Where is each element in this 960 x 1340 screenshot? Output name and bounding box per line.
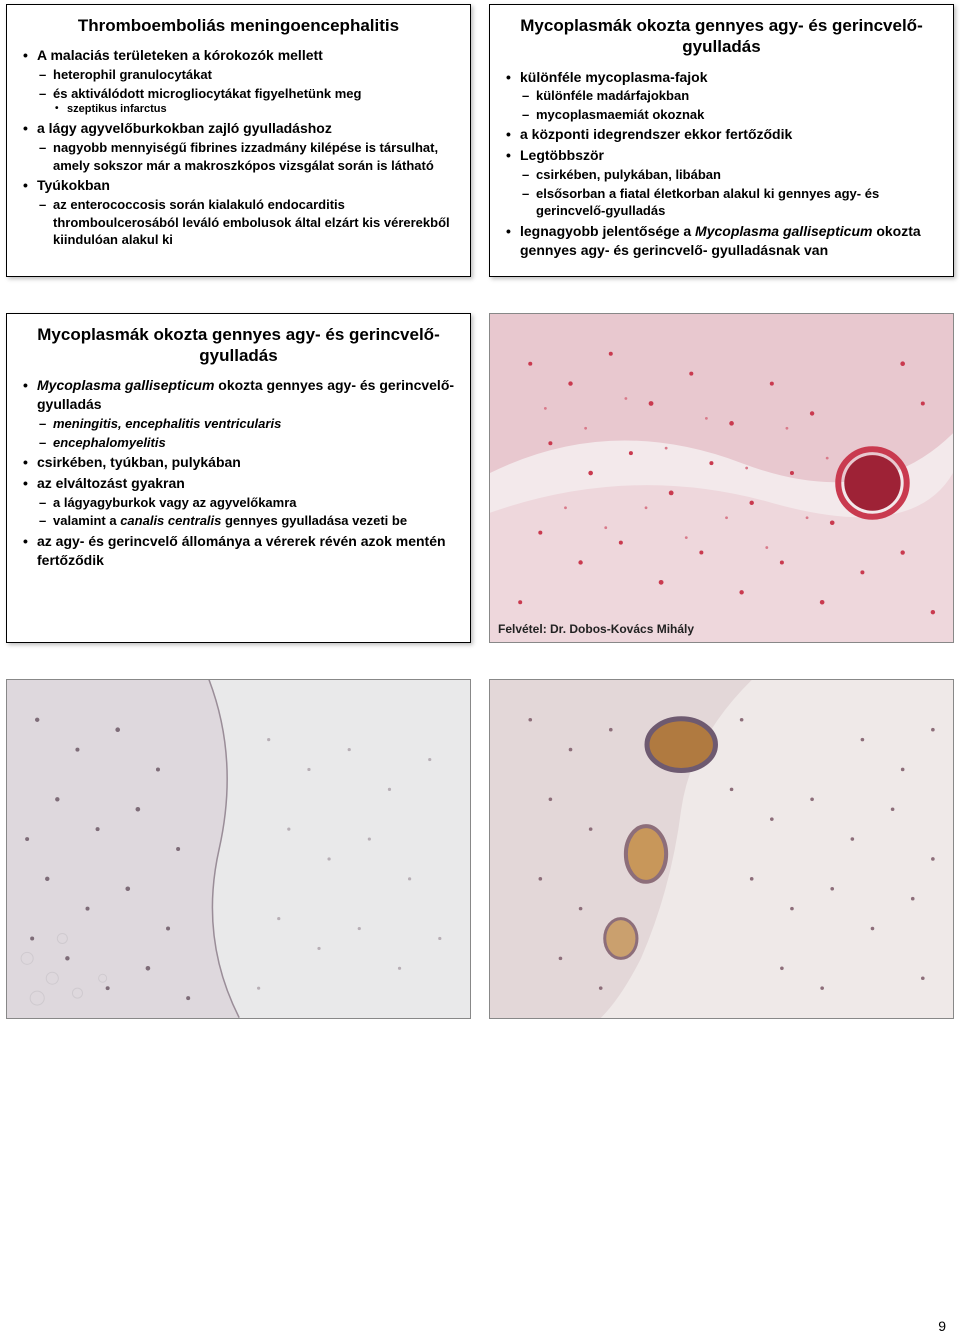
list-item: és aktiválódott microgliocytákat figyelh… bbox=[37, 85, 456, 117]
list-item: a lágyagyburkok vagy az agyvelőkamra bbox=[37, 494, 456, 512]
list-item: az elváltozást gyakrana lágyagyburkok va… bbox=[21, 474, 456, 530]
histology-image-2 bbox=[6, 679, 471, 1019]
list-item: a központi idegrendszer ekkor fertőződik bbox=[504, 125, 939, 144]
histology-image-3 bbox=[489, 679, 954, 1019]
card-mycoplasma-detail: Mycoplasmák okozta gennyes agy- és gerin… bbox=[6, 313, 471, 643]
list-item: Mycoplasma gallisepticum okozta gennyes … bbox=[21, 376, 456, 451]
histology-svg bbox=[490, 314, 953, 642]
list-item: különféle mycoplasma-fajokkülönféle madá… bbox=[504, 68, 939, 124]
list-item: az agy- és gerincvelő állománya a vérere… bbox=[21, 532, 456, 570]
list-item: Legtöbbszörcsirkében, pulykában, libában… bbox=[504, 146, 939, 220]
list-item: szeptikus infarctus bbox=[53, 102, 456, 117]
sub-list: szeptikus infarctus bbox=[53, 102, 456, 117]
histology-svg bbox=[490, 680, 953, 1018]
sub-list: meningitis, encephalitis ventricularisen… bbox=[37, 415, 456, 451]
list-item: az enterococcosis során kialakuló endoca… bbox=[37, 196, 456, 249]
card-title: Mycoplasmák okozta gennyes agy- és gerin… bbox=[504, 15, 939, 58]
card-thromboembolias: Thromboemboliás meningoencephalitis A ma… bbox=[6, 4, 471, 277]
list-item: A malaciás területeken a kórokozók melle… bbox=[21, 46, 456, 117]
list-item: heterophil granulocytákat bbox=[37, 66, 456, 84]
page-number: 9 bbox=[938, 1318, 946, 1334]
list-item: csirkében, tyúkban, pulykában bbox=[21, 453, 456, 472]
list-item: valamint a canalis centralis gennyes gyu… bbox=[37, 512, 456, 530]
card-list: A malaciás területeken a kórokozók melle… bbox=[21, 46, 456, 248]
sub-list: heterophil granulocytákatés aktiválódott… bbox=[37, 66, 456, 117]
list-item: Tyúkokbanaz enterococcosis során kialaku… bbox=[21, 176, 456, 249]
card-list: különféle mycoplasma-fajokkülönféle madá… bbox=[504, 68, 939, 260]
list-item: a lágy agyvelőburkokban zajló gyulladásh… bbox=[21, 119, 456, 174]
image-caption: Felvétel: Dr. Dobos-Kovács Mihály bbox=[498, 622, 694, 636]
list-item: encephalomyelitis bbox=[37, 434, 456, 452]
sub-list: az enterococcosis során kialakuló endoca… bbox=[37, 196, 456, 249]
list-item: nagyobb mennyiségű fibrines izzadmány ki… bbox=[37, 139, 456, 174]
list-item: mycoplasmaemiát okoznak bbox=[520, 106, 939, 124]
list-item: meningitis, encephalitis ventricularis bbox=[37, 415, 456, 433]
card-title: Thromboemboliás meningoencephalitis bbox=[21, 15, 456, 36]
histology-image-1: Felvétel: Dr. Dobos-Kovács Mihály bbox=[489, 313, 954, 643]
sub-list: csirkében, pulykában, libábanelsősorban … bbox=[520, 166, 939, 220]
list-item: elsősorban a fiatal életkorban alakul ki… bbox=[520, 185, 939, 220]
card-title: Mycoplasmák okozta gennyes agy- és gerin… bbox=[21, 324, 456, 367]
sub-list: különféle madárfajokbanmycoplasmaemiát o… bbox=[520, 87, 939, 123]
card-mycoplasma-overview: Mycoplasmák okozta gennyes agy- és gerin… bbox=[489, 4, 954, 277]
card-list: Mycoplasma gallisepticum okozta gennyes … bbox=[21, 376, 456, 570]
list-item: legnagyobb jelentősége a Mycoplasma gall… bbox=[504, 222, 939, 260]
list-item: különféle madárfajokban bbox=[520, 87, 939, 105]
sub-list: nagyobb mennyiségű fibrines izzadmány ki… bbox=[37, 139, 456, 174]
sub-list: a lágyagyburkok vagy az agyvelőkamravala… bbox=[37, 494, 456, 530]
list-item: csirkében, pulykában, libában bbox=[520, 166, 939, 184]
histology-svg bbox=[7, 680, 470, 1018]
